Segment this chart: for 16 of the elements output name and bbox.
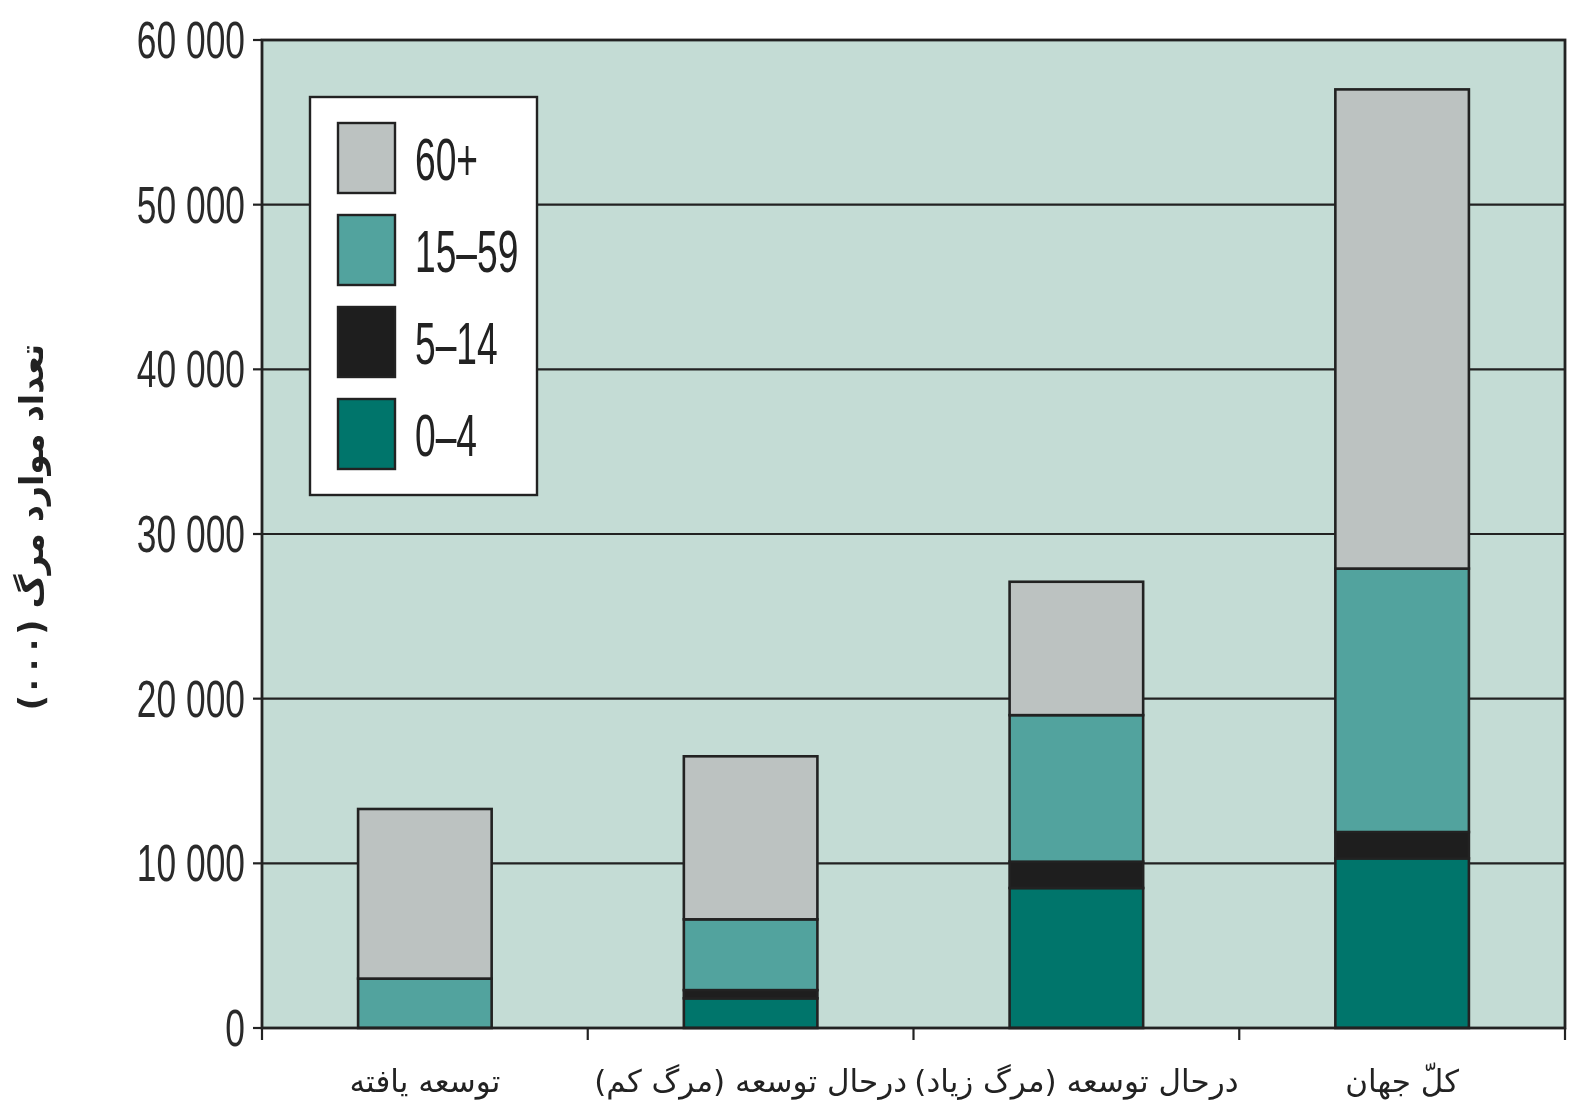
y-tick-label: 60 000: [136, 11, 245, 69]
x-tick-label: درحال توسعه (مرگ کم): [594, 1063, 907, 1100]
y-axis-title: تعداد موارد مرگ (۰۰۰): [11, 343, 52, 711]
y-tick-label: 30 000: [136, 505, 245, 563]
legend-label: 5–14: [415, 309, 498, 378]
y-tick-label: 40 000: [136, 340, 245, 398]
legend-label: 0–4: [415, 401, 478, 470]
x-tick-label: توسعه یافته: [349, 1063, 501, 1100]
legend-label: 60+: [415, 125, 479, 194]
legend-label: 15–59: [415, 217, 519, 286]
y-tick-label: 20 000: [136, 669, 245, 728]
y-tick-label: 10 000: [136, 834, 245, 892]
y-tick-label: 50 000: [136, 175, 245, 234]
y-tick-label: 0: [225, 999, 245, 1057]
x-tick-label: درحال توسعه (مرگ زیاد): [914, 1063, 1239, 1100]
x-tick-label: کلّ جهان: [1345, 1062, 1460, 1100]
